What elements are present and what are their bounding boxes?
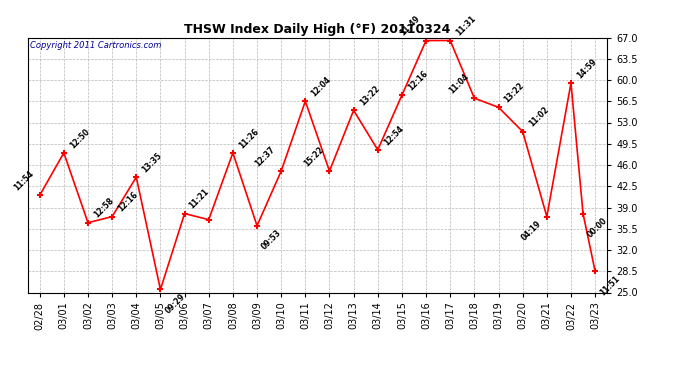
Text: 12:37: 12:37 <box>253 145 277 168</box>
Text: 09:29: 09:29 <box>164 292 186 316</box>
Text: 15:22: 15:22 <box>302 145 325 168</box>
Text: 14:59: 14:59 <box>575 57 598 80</box>
Text: 11:04: 11:04 <box>447 72 470 95</box>
Text: 04:19: 04:19 <box>520 219 542 243</box>
Text: 12:16: 12:16 <box>117 190 139 214</box>
Title: THSW Index Daily High (°F) 20110324: THSW Index Daily High (°F) 20110324 <box>184 23 451 36</box>
Text: 09:53: 09:53 <box>260 228 283 252</box>
Text: 12:16: 12:16 <box>406 69 429 92</box>
Text: 00:00: 00:00 <box>586 216 609 240</box>
Text: 11:26: 11:26 <box>237 127 260 150</box>
Text: 13:35: 13:35 <box>141 151 164 174</box>
Text: 13:22: 13:22 <box>503 81 526 105</box>
Text: 11:51: 11:51 <box>598 274 621 297</box>
Text: 12:54: 12:54 <box>382 124 405 147</box>
Text: 12:04: 12:04 <box>310 75 333 99</box>
Text: 12:50: 12:50 <box>68 127 91 150</box>
Text: 11:49: 11:49 <box>399 14 422 38</box>
Text: 11:02: 11:02 <box>527 105 550 129</box>
Text: 12:58: 12:58 <box>92 196 115 220</box>
Text: 11:54: 11:54 <box>12 169 35 193</box>
Text: 13:22: 13:22 <box>358 84 381 108</box>
Text: 11:31: 11:31 <box>455 14 477 38</box>
Text: 11:21: 11:21 <box>188 188 210 211</box>
Text: Copyright 2011 Cartronics.com: Copyright 2011 Cartronics.com <box>30 41 162 50</box>
